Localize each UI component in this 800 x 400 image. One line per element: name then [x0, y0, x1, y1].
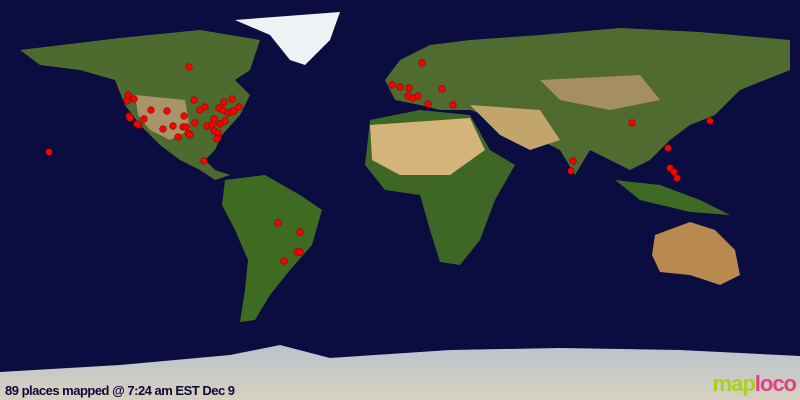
place-marker[interactable] [200, 157, 208, 165]
australia [652, 222, 740, 285]
middle-east-desert [470, 105, 560, 150]
maploco-logo[interactable]: maploco [712, 371, 797, 397]
place-marker[interactable] [182, 123, 190, 131]
sahara [370, 118, 485, 175]
logo-part-loco: loco [754, 371, 797, 396]
place-marker[interactable] [673, 174, 681, 182]
central-asia [540, 75, 660, 110]
places-mapped-caption: 89 places mapped @ 7:24 am EST Dec 9 [5, 383, 235, 398]
place-marker[interactable] [235, 103, 243, 111]
place-marker[interactable] [123, 97, 131, 105]
na-desert [135, 95, 190, 140]
place-marker[interactable] [163, 107, 171, 115]
place-marker[interactable] [180, 112, 188, 120]
south-america [222, 175, 322, 322]
place-marker[interactable] [210, 115, 218, 123]
place-marker[interactable] [130, 95, 138, 103]
place-marker[interactable] [396, 83, 404, 91]
place-marker[interactable] [208, 121, 216, 129]
place-marker[interactable] [414, 92, 422, 100]
place-marker[interactable] [418, 59, 426, 67]
place-marker[interactable] [230, 107, 238, 115]
place-marker[interactable] [567, 167, 575, 175]
place-marker[interactable] [228, 95, 236, 103]
place-marker[interactable] [664, 144, 672, 152]
place-marker[interactable] [140, 115, 148, 123]
antarctica [0, 345, 800, 400]
place-marker[interactable] [191, 119, 199, 127]
greenland [235, 12, 340, 65]
place-marker[interactable] [185, 63, 193, 71]
place-marker[interactable] [159, 125, 167, 133]
logo-part-map: map [712, 371, 756, 396]
place-marker[interactable] [569, 157, 577, 165]
place-marker[interactable] [280, 257, 288, 265]
place-marker[interactable] [296, 228, 304, 236]
indonesia [615, 180, 730, 215]
place-marker[interactable] [174, 133, 182, 141]
place-marker[interactable] [296, 248, 304, 256]
place-marker[interactable] [45, 148, 53, 156]
place-marker[interactable] [186, 131, 194, 139]
place-marker[interactable] [190, 96, 198, 104]
place-marker[interactable] [213, 135, 221, 143]
place-marker[interactable] [670, 168, 678, 176]
place-marker[interactable] [147, 106, 155, 114]
place-marker[interactable] [126, 114, 134, 122]
place-marker[interactable] [628, 119, 636, 127]
place-marker[interactable] [449, 101, 457, 109]
place-marker[interactable] [424, 100, 432, 108]
place-marker[interactable] [169, 122, 177, 130]
place-marker[interactable] [220, 98, 228, 106]
place-marker[interactable] [133, 120, 141, 128]
place-marker[interactable] [438, 85, 446, 93]
place-marker[interactable] [388, 81, 396, 89]
place-marker[interactable] [706, 117, 714, 125]
markers-layer [45, 59, 714, 265]
place-marker[interactable] [405, 84, 413, 92]
place-marker[interactable] [221, 117, 229, 125]
place-marker[interactable] [274, 219, 282, 227]
place-marker[interactable] [124, 91, 132, 99]
place-marker[interactable] [201, 103, 209, 111]
